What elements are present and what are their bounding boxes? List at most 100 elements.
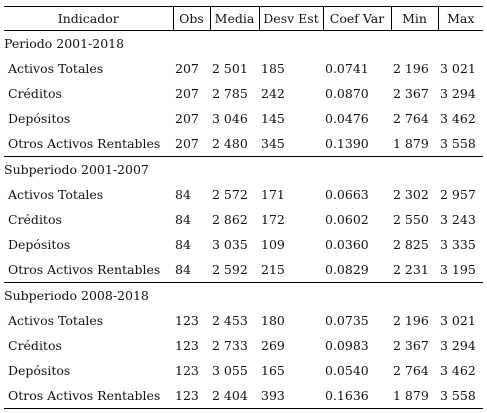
indicator-cell: Otros Activos Rentables — [8, 136, 161, 151]
header-max: Max — [437, 6, 483, 31]
value-cell: 0.0829 — [325, 262, 369, 277]
value-cell: 185 — [261, 61, 285, 76]
value-cell: 0.1390 — [325, 136, 369, 151]
value-cell: 207 — [175, 61, 199, 76]
indicator-cell: Créditos — [8, 212, 62, 227]
value-cell: 84 — [175, 237, 191, 252]
value-cell: 0.0735 — [325, 313, 369, 328]
value-cell: 207 — [175, 136, 199, 151]
value-cell: 0.0360 — [325, 237, 369, 252]
value-cell: 0.0983 — [325, 338, 369, 353]
value-cell: 2 733 — [212, 338, 248, 353]
value-cell: 2 367 — [393, 338, 429, 353]
header-indicador: Indicador — [4, 6, 173, 31]
value-cell: 2 231 — [393, 262, 429, 277]
header-row: Indicador Obs Media Desv Est Coef Var Mi… — [4, 6, 483, 31]
value-cell: 1 879 — [391, 383, 438, 409]
indicator-cell: Activos Totales — [8, 61, 104, 76]
indicator-cell: Créditos — [8, 86, 62, 101]
value-cell: 123 — [173, 383, 210, 409]
value-cell: 3 021 — [440, 313, 476, 328]
value-cell: 0.0663 — [325, 187, 369, 202]
value-cell: 2 572 — [212, 187, 248, 202]
value-cell: 3 055 — [212, 363, 248, 378]
value-cell: 123 — [175, 313, 199, 328]
table-body: Periodo 2001-2018 Activos Totales 207 2 501… — [4, 31, 483, 409]
table-row: Otros Activos Rentables 207 2 480 345 0.1390… — [4, 131, 483, 157]
table-row: Otros Activos Rentables 123 2 404 393 0.1636… — [4, 383, 483, 409]
value-cell: 2 764 — [393, 111, 429, 126]
table-row: Créditos 123 2 733 269 0.0983 2 367 3 294 — [4, 333, 483, 358]
value-cell: 84 — [175, 212, 191, 227]
value-cell: 0.0540 — [325, 363, 369, 378]
value-cell: 2 764 — [393, 363, 429, 378]
indicator-cell: Activos Totales — [8, 187, 104, 202]
value-cell: 0.0602 — [325, 212, 369, 227]
value-cell: 180 — [261, 313, 285, 328]
value-cell: 2 501 — [212, 61, 248, 76]
value-cell: 3 243 — [440, 212, 476, 227]
indicator-cell: Depósitos — [8, 111, 71, 126]
value-cell: 2 592 — [212, 262, 248, 277]
value-cell: 207 — [175, 111, 199, 126]
value-cell: 84 — [175, 187, 191, 202]
value-cell: 3 558 — [438, 383, 483, 409]
value-cell: 2 550 — [393, 212, 429, 227]
value-cell: 0.0870 — [325, 86, 369, 101]
value-cell: 2 367 — [393, 86, 429, 101]
value-cell: 145 — [261, 111, 285, 126]
value-cell: 2 453 — [212, 313, 248, 328]
value-cell: 2 785 — [212, 86, 248, 101]
value-cell: 84 — [175, 262, 191, 277]
table-row: Depósitos 123 3 055 165 0.0540 2 764 3 462 — [4, 358, 483, 383]
value-cell: 215 — [261, 262, 285, 277]
value-cell: 1 879 — [393, 136, 429, 151]
indicator-cell: Depósitos — [8, 363, 71, 378]
table-row: Depósitos 84 3 035 109 0.0360 2 825 3 335 — [4, 232, 483, 257]
value-cell: 2 404 — [210, 383, 259, 409]
value-cell: 3 335 — [440, 237, 476, 252]
table-row: Créditos 207 2 785 242 0.0870 2 367 3 294 — [4, 81, 483, 106]
value-cell: 165 — [261, 363, 285, 378]
value-cell: 3 462 — [440, 363, 476, 378]
value-cell: 2 862 — [212, 212, 248, 227]
value-cell: 3 021 — [440, 61, 476, 76]
value-cell: 345 — [261, 136, 285, 151]
indicator-cell: Otros Activos Rentables — [8, 262, 161, 277]
table-row: Otros Activos Rentables 84 2 592 215 0.0829 2… — [4, 257, 483, 283]
value-cell: 2 480 — [212, 136, 248, 151]
value-cell: 2 302 — [393, 187, 429, 202]
section-row: Subperiodo 2008-2018 — [4, 282, 483, 308]
value-cell: 207 — [175, 86, 199, 101]
value-cell: 3 558 — [440, 136, 476, 151]
table-row: Activos Totales 207 2 501 185 0.0741 2 196 3 0… — [4, 56, 483, 81]
section-title: Subperiodo 2008-2018 — [4, 282, 483, 308]
value-cell: 123 — [175, 338, 199, 353]
value-cell: 109 — [261, 237, 285, 252]
header-min: Min — [390, 6, 438, 31]
table-row: Créditos 84 2 862 172 0.0602 2 550 3 243 — [4, 207, 483, 232]
header-media: Media — [209, 6, 259, 31]
value-cell: 3 046 — [212, 111, 248, 126]
table-row: Activos Totales 84 2 572 171 0.0663 2 302 2 95… — [4, 182, 483, 207]
value-cell: 3 294 — [440, 86, 476, 101]
value-cell: 2 825 — [393, 237, 429, 252]
section-row: Periodo 2001-2018 — [4, 31, 483, 57]
section-row: Subperiodo 2001-2007 — [4, 156, 483, 182]
value-cell: 2 196 — [393, 61, 429, 76]
value-cell: 2 196 — [393, 313, 429, 328]
value-cell: 242 — [261, 86, 285, 101]
value-cell: 3 035 — [212, 237, 248, 252]
indicator-cell: Activos Totales — [8, 313, 104, 328]
indicator-cell: Créditos — [8, 338, 62, 353]
value-cell: 2 957 — [440, 187, 476, 202]
value-cell: 0.0476 — [325, 111, 369, 126]
value-cell: 393 — [259, 383, 323, 409]
section-title: Subperiodo 2001-2007 — [4, 156, 483, 182]
value-cell: 172 — [261, 212, 285, 227]
value-cell: 3 294 — [440, 338, 476, 353]
value-cell: 269 — [261, 338, 285, 353]
value-cell: 0.0741 — [325, 61, 369, 76]
statistics-table: Indicador Obs Media Desv Est Coef Var Mi… — [4, 6, 483, 409]
header-coef-var: Coef Var — [322, 6, 391, 31]
